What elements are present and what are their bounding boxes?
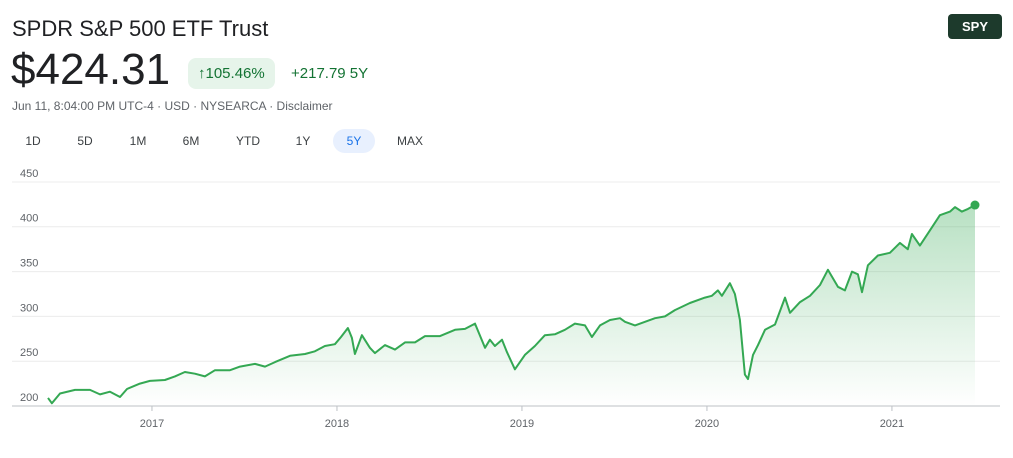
range-button[interactable]: 1D	[25, 134, 41, 148]
y-tick-label: 400	[20, 213, 38, 225]
range-button[interactable]: 5D	[77, 134, 93, 148]
x-tick-label: 2018	[325, 418, 349, 430]
range-button[interactable]: YTD	[236, 134, 260, 148]
price-line	[47, 204, 976, 405]
range-button[interactable]: 6M	[182, 134, 200, 148]
subtitle: Jun 11, 8:04:00 PM UTC-4 · USD · NYSEARC…	[12, 99, 333, 113]
range-button[interactable]: 1Y	[295, 134, 311, 148]
title: SPDR S&P 500 ETF Trust	[12, 16, 269, 41]
change: +217.79 5Y	[291, 65, 369, 82]
change-percent: ↑105.46%	[188, 58, 275, 89]
x-tick-label: 2017	[140, 418, 164, 430]
area-fill	[48, 205, 975, 406]
range-button[interactable]: MAX	[396, 134, 423, 148]
x-tick-label: 2021	[880, 418, 904, 430]
y-tick-label: 250	[20, 347, 38, 359]
y-tick-label: 200	[20, 392, 38, 404]
y-tick-label: 300	[20, 302, 38, 314]
y-tick-label: 350	[20, 258, 38, 270]
ticker-badge[interactable]: SPY	[947, 14, 1002, 39]
range-button[interactable]: 5Y	[333, 129, 375, 153]
x-tick-label: 2020	[695, 418, 719, 430]
x-tick-label: 2019	[510, 418, 534, 430]
last-point	[970, 200, 980, 210]
range-button[interactable]: 1M	[129, 134, 147, 148]
price: $424.31	[11, 45, 171, 94]
y-tick-label: 450	[20, 168, 38, 180]
